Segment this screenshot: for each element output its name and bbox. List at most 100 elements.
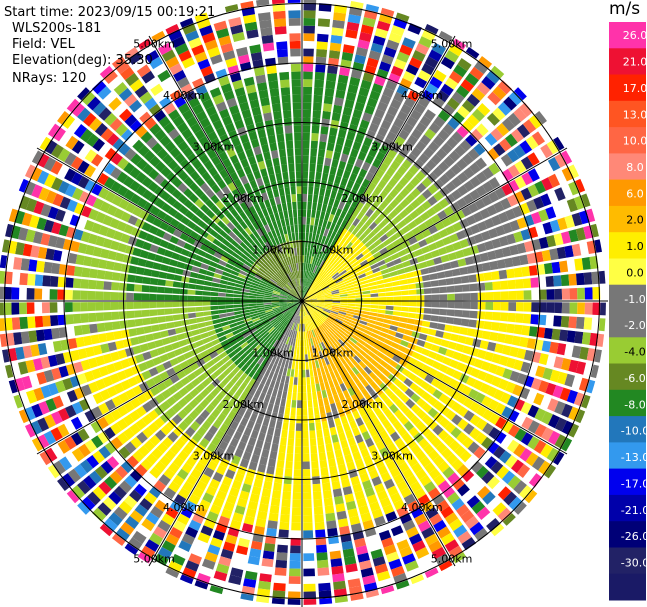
range-gate	[484, 133, 498, 146]
range-gate	[303, 48, 314, 57]
range-gate	[438, 29, 454, 42]
range-gate	[444, 77, 459, 90]
range-gate	[456, 85, 470, 98]
range-gate	[475, 185, 487, 197]
range-gate	[384, 194, 394, 204]
range-gate	[389, 209, 399, 219]
range-gate	[432, 202, 443, 213]
range-gate	[307, 194, 313, 202]
range-gate	[340, 272, 349, 278]
colorbar-tick: -2.0	[624, 319, 645, 332]
range-gate	[507, 112, 521, 127]
range-gate	[313, 102, 322, 111]
range-gate	[336, 235, 344, 244]
range-gate	[347, 255, 356, 263]
range-gate	[425, 235, 435, 245]
range-gate	[314, 79, 324, 88]
range-gate	[488, 177, 501, 190]
range-gate	[553, 135, 567, 151]
range-gate	[361, 263, 370, 270]
range-gate	[322, 110, 331, 120]
range-gate	[308, 255, 312, 264]
range-gate	[340, 194, 349, 203]
range-gate	[332, 19, 345, 29]
range-gate	[469, 176, 481, 188]
range-gate	[405, 193, 416, 204]
range-gate	[303, 86, 313, 95]
range-gate	[321, 118, 330, 128]
range-gate	[329, 222, 336, 231]
range-gate	[386, 131, 397, 142]
range-gate	[303, 71, 313, 80]
range-gate	[440, 83, 454, 96]
range-gate	[474, 198, 486, 210]
range-gate	[361, 161, 371, 172]
range-gate	[382, 87, 395, 98]
range-gate	[355, 266, 364, 273]
range-gate	[334, 97, 344, 107]
range-gate	[411, 226, 421, 236]
range-gate	[332, 261, 340, 269]
range-gate	[339, 67, 351, 77]
range-gate	[367, 231, 376, 240]
range-gate	[336, 217, 344, 226]
range-gate	[349, 258, 358, 265]
range-gate	[356, 201, 364, 211]
range-gate	[438, 228, 449, 238]
range-gate	[369, 212, 379, 221]
range-gate	[344, 138, 354, 148]
range-gate	[375, 255, 384, 263]
range-gate	[456, 197, 468, 209]
range-gate	[330, 119, 340, 129]
range-gate	[418, 239, 428, 248]
range-gate	[397, 165, 408, 176]
range-gate	[347, 205, 356, 215]
range-gate	[356, 241, 365, 250]
range-gate	[345, 29, 358, 39]
range-gate	[317, 156, 324, 165]
range-gate	[402, 70, 416, 83]
range-gate	[429, 76, 443, 89]
range-gate	[370, 263, 379, 270]
range-gate	[531, 131, 545, 146]
range-gate	[325, 277, 333, 283]
range-gate	[314, 266, 320, 274]
range-gate	[491, 64, 506, 79]
range-gate	[396, 110, 409, 122]
range-gate	[331, 112, 341, 122]
range-gate	[417, 69, 431, 82]
range-gate	[476, 82, 491, 96]
range-gate	[373, 238, 383, 247]
range-gate	[302, 209, 307, 217]
range-gate	[379, 247, 388, 255]
range-gate	[360, 205, 369, 214]
range-gate	[320, 252, 327, 260]
range-gate	[347, 155, 357, 165]
range-gate	[318, 269, 325, 277]
range-gate	[358, 233, 367, 242]
range-gate	[503, 96, 517, 111]
range-gate	[463, 180, 475, 192]
range-gate	[451, 176, 463, 188]
range-gate	[322, 219, 328, 229]
range-gate	[393, 58, 407, 70]
range-gate	[321, 285, 330, 291]
range-gate	[384, 256, 393, 264]
range-gate	[316, 49, 328, 58]
range-gate	[511, 128, 524, 143]
range-gate	[326, 265, 333, 273]
range-gate	[339, 237, 347, 246]
range-gate	[377, 101, 389, 112]
range-gate	[310, 281, 316, 289]
range-gate	[331, 159, 339, 168]
range-gate	[451, 131, 464, 144]
range-gate	[386, 39, 400, 51]
range-gate	[466, 215, 477, 226]
range-gate	[389, 234, 398, 243]
colorbar-tick: 17.0	[623, 82, 647, 95]
range-gate	[394, 204, 404, 214]
range-gate	[433, 116, 446, 128]
range-gate	[476, 123, 489, 137]
range-gate	[433, 69, 447, 83]
